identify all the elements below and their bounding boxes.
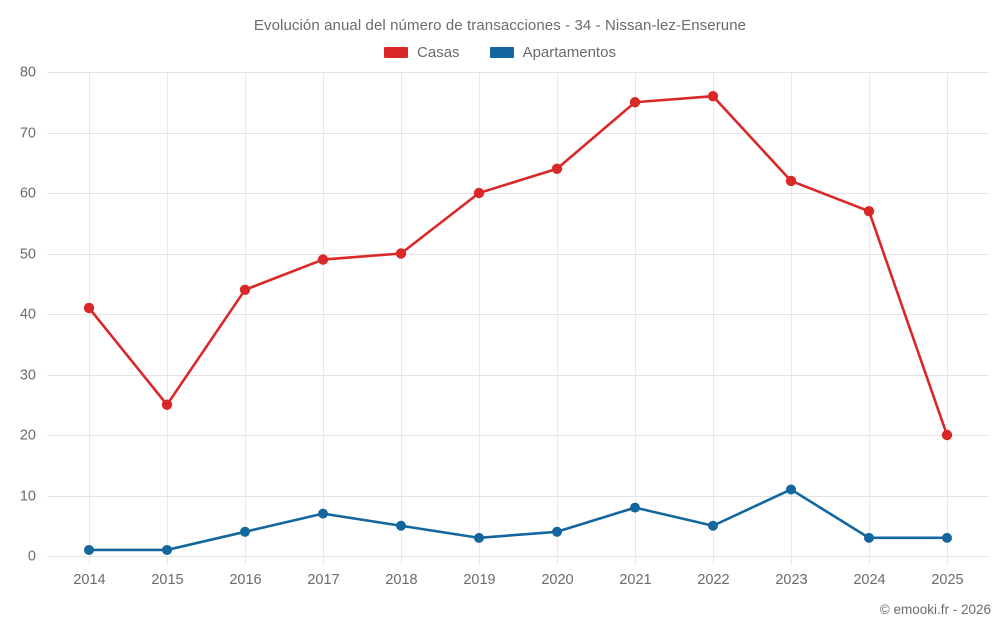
x-axis-tick-label: 2021 xyxy=(619,572,651,588)
x-axis-tick-label: 2015 xyxy=(151,572,183,588)
data-point[interactable] xyxy=(240,526,250,537)
legend-item-label: Casas xyxy=(417,44,460,61)
data-point[interactable] xyxy=(395,248,407,259)
legend-item-casas[interactable]: Casas xyxy=(384,44,460,61)
y-axis-tick-label: 60 xyxy=(20,185,36,201)
y-axis-tick-label: 10 xyxy=(20,488,36,504)
series-apartamentos xyxy=(84,484,952,555)
y-axis-tick-label: 30 xyxy=(20,367,36,383)
y-axis-tick-label: 0 xyxy=(28,548,36,564)
data-point[interactable] xyxy=(942,532,952,543)
x-axis-tick-label: 2019 xyxy=(463,572,495,588)
x-axis-tick-label: 2022 xyxy=(697,572,729,588)
data-point[interactable] xyxy=(474,532,484,543)
data-point[interactable] xyxy=(83,302,95,314)
x-axis-tick-label: 2017 xyxy=(307,572,339,588)
chart-title: Evolución anual del número de transaccio… xyxy=(253,17,747,34)
x-axis-tick-label: 2016 xyxy=(229,572,261,588)
legend-item-apartamentos[interactable]: Apartamentos xyxy=(489,44,616,61)
data-point[interactable] xyxy=(786,484,796,495)
y-axis-tick-label: 80 xyxy=(20,64,36,80)
data-point[interactable] xyxy=(629,97,641,108)
data-point[interactable] xyxy=(707,91,719,102)
y-axis-tick-label: 20 xyxy=(20,427,36,443)
data-point[interactable] xyxy=(161,399,173,410)
data-point[interactable] xyxy=(552,526,562,537)
data-point[interactable] xyxy=(162,544,172,555)
series-line xyxy=(87,94,949,437)
y-axis-tick-label: 50 xyxy=(20,246,36,262)
y-axis-tick-label: 40 xyxy=(20,306,36,322)
data-point[interactable] xyxy=(84,544,94,555)
copyright-credit: © emooki.fr - 2026 xyxy=(879,602,991,617)
data-point[interactable] xyxy=(864,532,874,543)
x-axis-tick-label: 2023 xyxy=(775,572,807,588)
series-casas xyxy=(83,91,953,441)
data-point[interactable] xyxy=(941,429,953,441)
chart-legend: Casas Apartamentos xyxy=(0,44,1000,61)
x-gridlines: 2014 2015 2016 2017 2018 2019 2020 2021 2022 2023… xyxy=(73,72,964,588)
series-line xyxy=(87,488,949,552)
data-point[interactable] xyxy=(239,284,251,295)
data-point[interactable] xyxy=(785,175,797,187)
legend-swatch-icon xyxy=(384,47,409,58)
legend-item-label: Apartamentos xyxy=(522,44,616,61)
legend-swatch-icon xyxy=(489,47,514,58)
x-axis-tick-label: 2014 xyxy=(73,572,105,588)
x-axis-tick-label: 2025 xyxy=(931,572,963,588)
data-point[interactable] xyxy=(318,508,328,519)
data-point[interactable] xyxy=(473,187,485,199)
data-point[interactable] xyxy=(630,502,640,513)
data-point[interactable] xyxy=(396,520,406,531)
y-axis-tick-label: 70 xyxy=(20,125,36,141)
x-axis-tick-label: 2020 xyxy=(541,572,573,588)
x-axis-tick-label: 2024 xyxy=(853,572,885,588)
x-axis-tick-label: 2018 xyxy=(385,572,417,588)
data-point[interactable] xyxy=(551,163,563,174)
y-gridlines: 0 10 20 30 40 50 60 70 80 xyxy=(20,64,989,564)
data-point[interactable] xyxy=(317,254,329,265)
data-point[interactable] xyxy=(863,205,875,217)
data-point[interactable] xyxy=(708,520,718,531)
